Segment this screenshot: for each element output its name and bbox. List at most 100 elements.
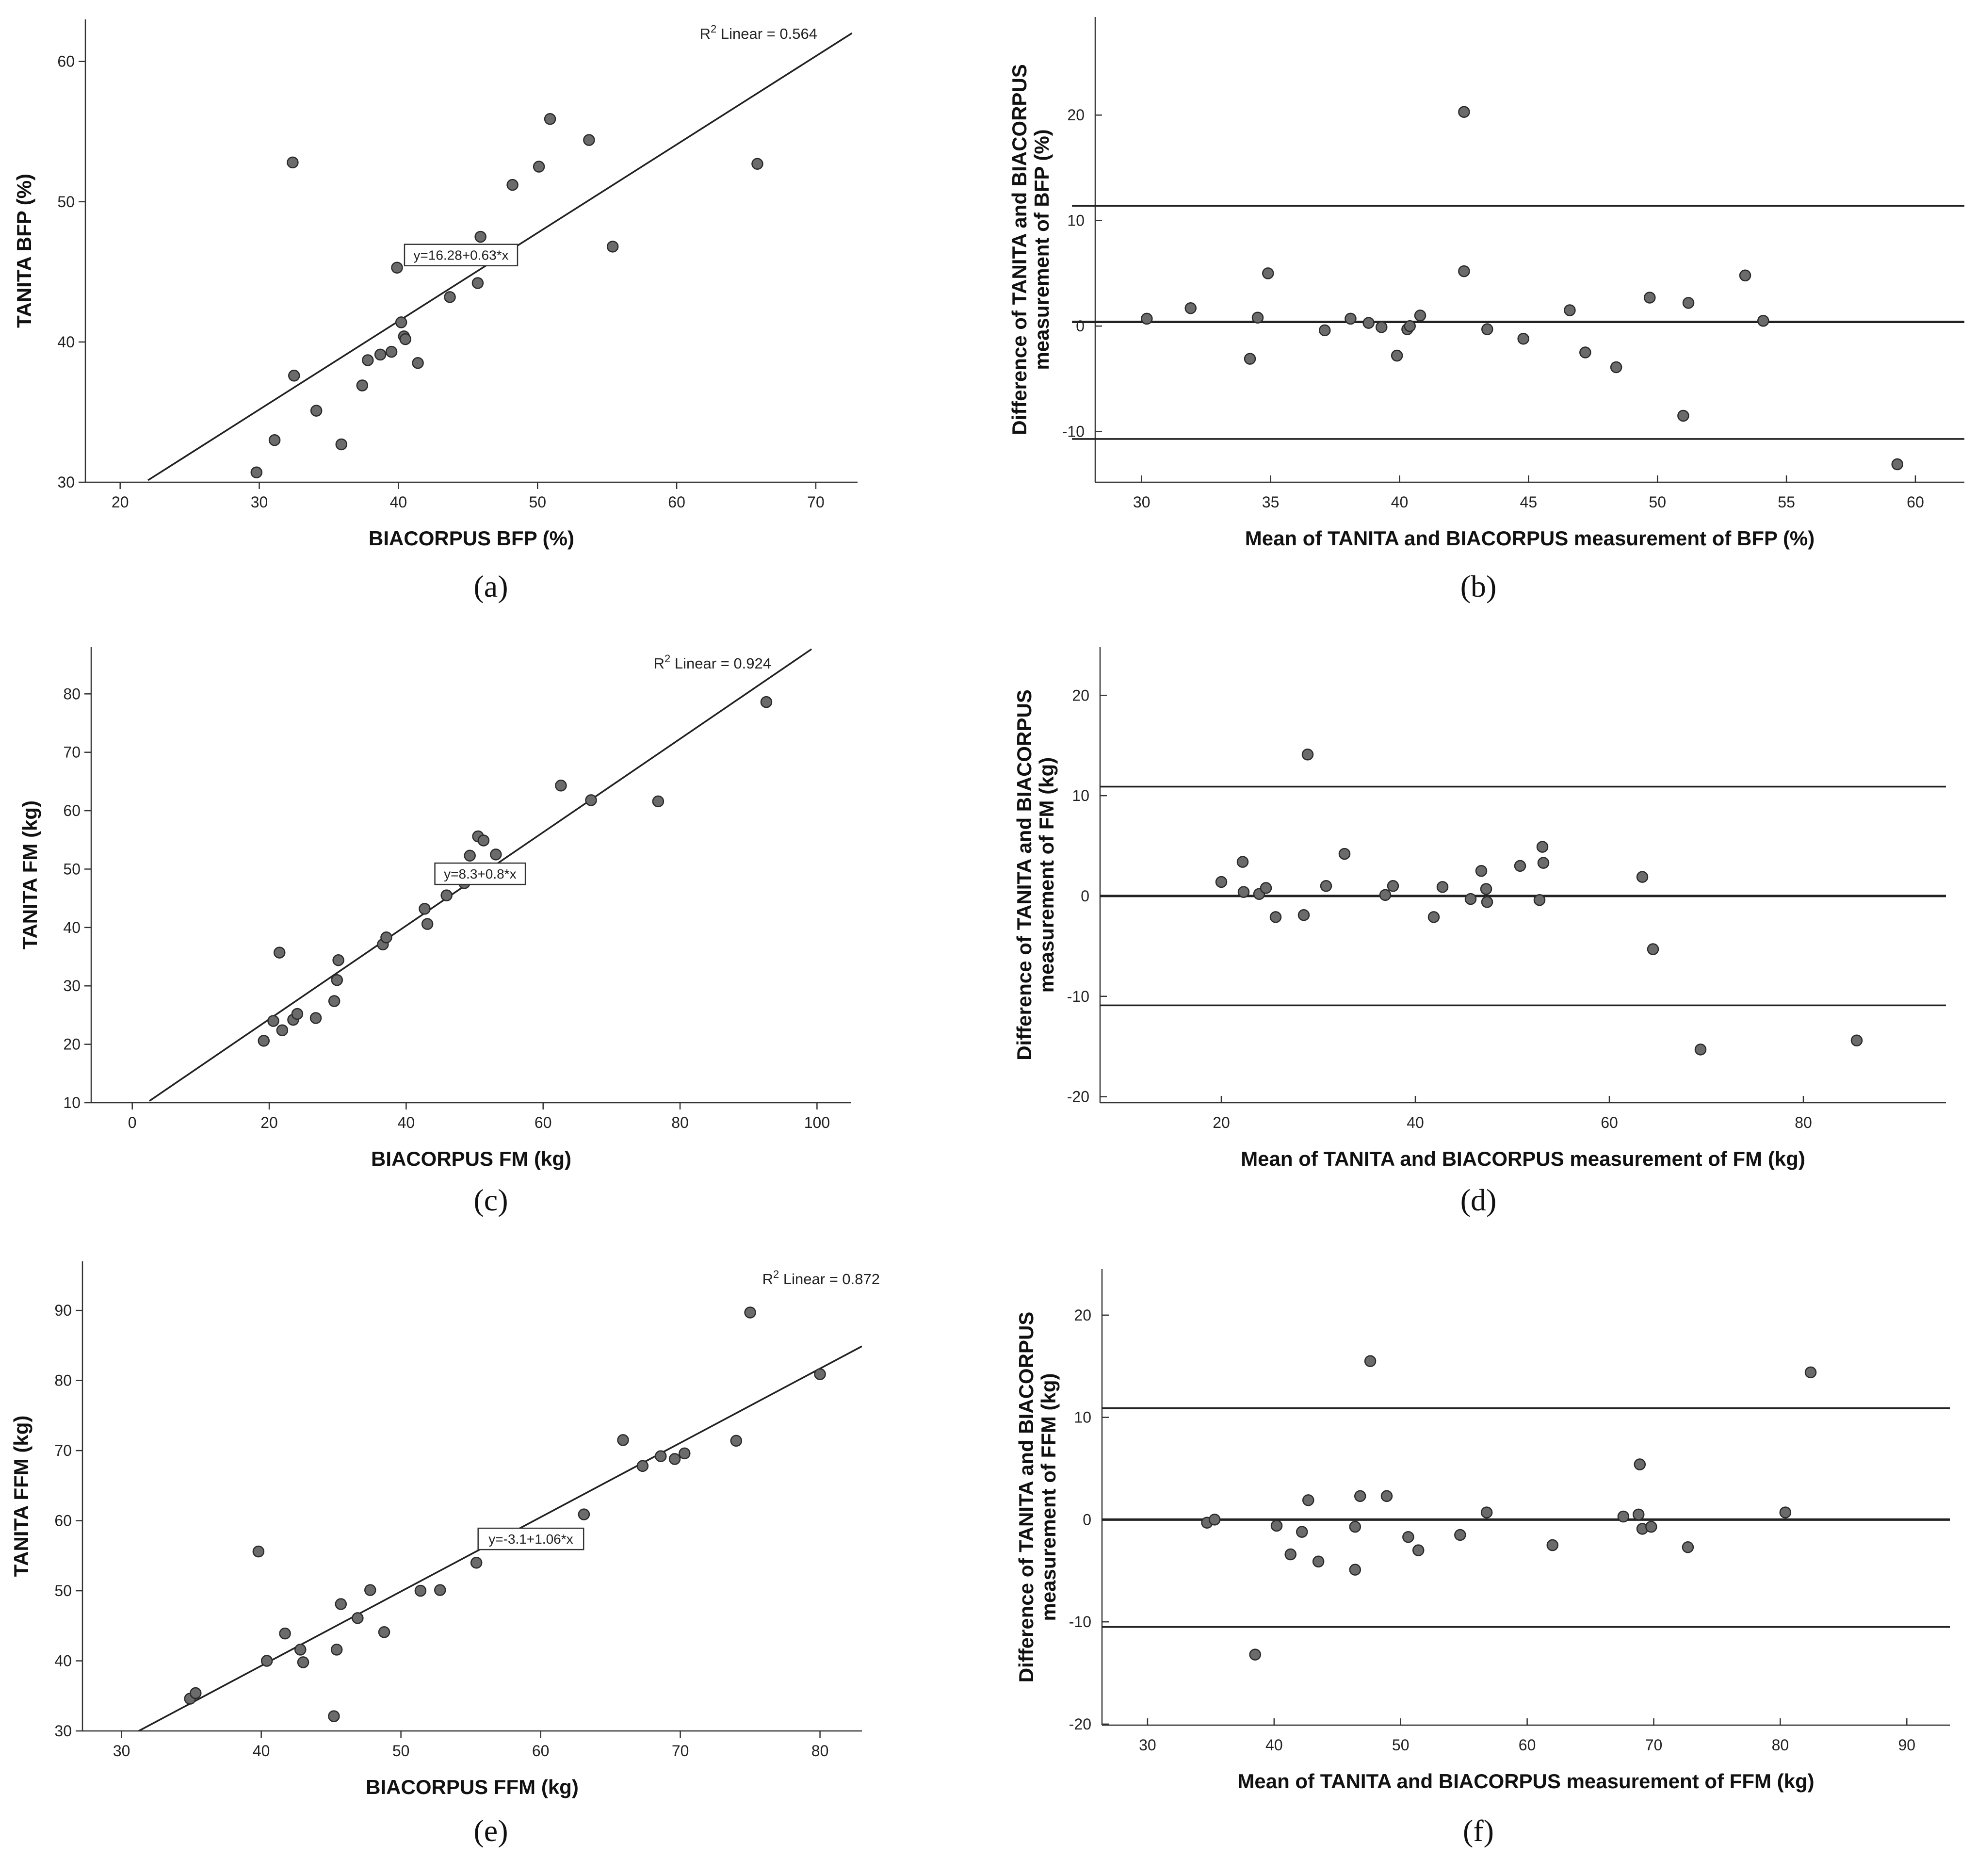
x-tick-label: 40: [1407, 1114, 1424, 1131]
data-point: [1301, 749, 1314, 761]
data-point: [1244, 353, 1256, 365]
data-point: [1564, 304, 1576, 316]
y-tick-label: 50: [63, 860, 81, 878]
data-point: [1546, 1539, 1559, 1551]
data-point: [1375, 321, 1388, 333]
data-point: [356, 379, 369, 392]
chart-b: 30 35 40 45 50 55 60 -10 0 10 20 Mean of TANITA and…: [1008, 17, 1964, 604]
y-tick-label: 10: [1074, 1409, 1091, 1426]
data-point: [1464, 893, 1477, 905]
data-point: [1634, 1458, 1646, 1470]
r2-annotation: R2 Linear = 0.924: [654, 653, 771, 672]
x-tick-label: 60: [1907, 493, 1924, 511]
data-point: [335, 1598, 347, 1610]
data-point: [1349, 1520, 1361, 1533]
data-point: [730, 1435, 743, 1447]
data-point: [374, 348, 387, 361]
y-axis-title: TANITA BFP (%): [13, 174, 35, 328]
y-tick-label: 40: [54, 1652, 72, 1670]
data-point: [330, 1644, 343, 1656]
equation-label: y=16.28+0.63*x: [413, 248, 508, 263]
panel-label: (e): [473, 1813, 508, 1848]
y-tick-label: 70: [63, 744, 81, 761]
y-axis-title: Difference of TANITA and BIACORPUS: [1008, 64, 1031, 435]
data-point: [1364, 1355, 1377, 1367]
data-point: [294, 1644, 307, 1656]
x-tick-label: 40: [1265, 1736, 1283, 1754]
data-point: [1757, 315, 1769, 327]
data-point: [506, 179, 519, 191]
data-point: [1454, 1529, 1466, 1541]
panel-label: (d): [1460, 1183, 1497, 1217]
y-tick-label: 60: [63, 802, 81, 819]
data-point: [1379, 889, 1392, 901]
x-tick-label: 70: [672, 1742, 689, 1760]
data-point: [328, 995, 340, 1007]
data-point: [1260, 882, 1272, 894]
y-tick-label: 10: [1072, 787, 1089, 804]
data-point: [1312, 1555, 1325, 1568]
data-point: [395, 316, 407, 328]
x-tick-label: 45: [1520, 493, 1538, 511]
data-point: [309, 1012, 322, 1024]
x-tick-label: 20: [1213, 1114, 1230, 1131]
data-point: [444, 291, 456, 303]
x-tick-label: 40: [390, 493, 407, 511]
data-point: [1402, 1531, 1414, 1543]
data-point: [1632, 1508, 1645, 1521]
data-point: [1514, 860, 1526, 872]
x-tick-label: 30: [113, 1742, 130, 1760]
data-point: [440, 889, 453, 901]
data-point: [1458, 106, 1470, 118]
equation-label: y=8.3+0.8*x: [444, 866, 516, 881]
r2-annotation: R2 Linear = 0.872: [762, 1268, 880, 1288]
data-point: [1262, 267, 1274, 279]
y-axis-title: TANITA FFM (kg): [10, 1416, 32, 1577]
data-point: [1236, 856, 1249, 868]
x-tick-label: 35: [1262, 493, 1280, 511]
y-tick-label: -10: [1069, 1613, 1091, 1631]
data-point: [250, 466, 263, 479]
x-tick-label: 80: [811, 1742, 829, 1760]
data-point: [1349, 1564, 1361, 1576]
data-point: [1319, 324, 1331, 337]
x-tick-label: 60: [535, 1114, 552, 1131]
data-point: [814, 1368, 826, 1380]
y-tick-label: 40: [57, 333, 75, 351]
y-tick-label: 80: [54, 1372, 72, 1389]
data-point: [1414, 310, 1426, 322]
data-point: [1481, 323, 1493, 335]
data-point: [1682, 1541, 1694, 1553]
data-point: [678, 1447, 691, 1460]
data-point: [1345, 312, 1357, 325]
y-tick-label: 30: [54, 1722, 72, 1740]
data-point: [1537, 857, 1550, 869]
data-point: [555, 780, 567, 792]
data-point: [1380, 1490, 1393, 1502]
data-point: [1249, 1648, 1261, 1661]
y-tick-label: 0: [1076, 317, 1085, 335]
data-point: [291, 1008, 304, 1020]
y-axis-title: TANITA FM (kg): [18, 800, 41, 949]
data-point: [362, 354, 374, 366]
y-tick-label: 60: [54, 1512, 72, 1530]
y-tick-label: 70: [54, 1442, 72, 1459]
y-tick-label: 80: [63, 685, 81, 702]
y-tick-label: 50: [54, 1582, 72, 1599]
x-tick-label: 80: [1772, 1736, 1789, 1754]
data-point: [471, 277, 484, 289]
x-tick-label: 20: [112, 493, 129, 511]
x-tick-label: 70: [1645, 1736, 1663, 1754]
data-point: [652, 795, 664, 808]
data-point: [1644, 292, 1656, 304]
chart-c: 0 20 40 60 80 100 10 20 30 40 50 60 70 80 BIACORPUS FM…: [18, 647, 851, 1217]
data-point: [606, 241, 619, 253]
data-point: [636, 1460, 649, 1472]
chart-a: 20 30 40 50 60 70 30 40 50 60 BIACORPUS BFP (%) TAN…: [13, 19, 858, 604]
x-tick-label: 30: [251, 493, 268, 511]
data-point: [1208, 1514, 1221, 1526]
data-point: [1354, 1490, 1366, 1502]
data-point: [1412, 1544, 1425, 1556]
panel-label: (a): [473, 569, 508, 604]
data-point: [1481, 896, 1493, 908]
